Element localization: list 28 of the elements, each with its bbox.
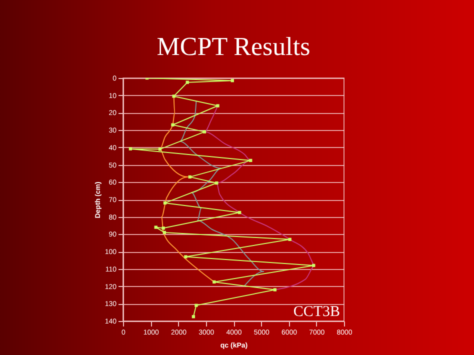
point	[128, 147, 132, 150]
point	[192, 315, 196, 318]
point	[216, 104, 220, 108]
point	[194, 304, 198, 307]
line-series	[204, 105, 316, 290]
point	[184, 255, 188, 258]
point	[215, 181, 218, 185]
point	[202, 130, 206, 134]
point	[171, 123, 174, 126]
point	[249, 158, 252, 162]
point	[172, 94, 176, 98]
point	[162, 226, 165, 230]
point	[154, 226, 158, 229]
point	[162, 230, 166, 234]
point	[273, 288, 277, 292]
line-series	[160, 96, 215, 282]
point	[163, 201, 167, 205]
point	[238, 210, 242, 214]
point	[312, 264, 316, 268]
line-series	[179, 100, 264, 287]
point	[212, 280, 216, 284]
point	[230, 79, 234, 82]
chart-title: MCPT Results	[156, 32, 310, 61]
annotation: CCT3B	[293, 304, 340, 320]
point	[188, 175, 192, 179]
point	[186, 80, 189, 84]
point	[158, 148, 162, 151]
point	[288, 238, 292, 241]
